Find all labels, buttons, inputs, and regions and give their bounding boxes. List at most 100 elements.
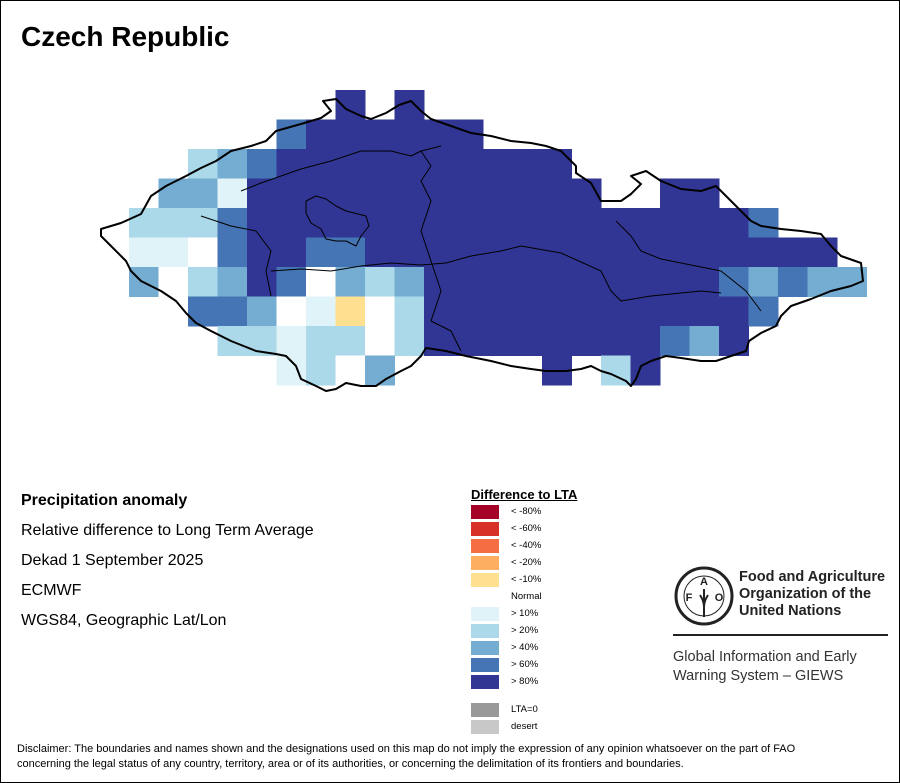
- disclaimer-line: concerning the legal status of any count…: [17, 758, 684, 770]
- grid-cell: [335, 296, 366, 327]
- grid-cell: [424, 267, 454, 297]
- grid-cell: [512, 237, 543, 268]
- grid-cell: [276, 178, 307, 209]
- grid-cell: [188, 178, 218, 209]
- legend-label: < -40%: [511, 540, 542, 551]
- grid-cell: [483, 296, 513, 327]
- legend-swatch: [471, 658, 499, 672]
- grid-cell: [689, 178, 720, 209]
- grid-cell: [571, 326, 602, 356]
- legend-label: < -20%: [511, 557, 542, 568]
- fao-name-line: Organization of the: [739, 586, 872, 602]
- legend-label: < -10%: [511, 574, 542, 585]
- grid-cell: [660, 237, 690, 268]
- region-border: [270, 245, 722, 302]
- info-line: Dekad 1 September 2025: [21, 552, 204, 569]
- country-border: [100, 98, 864, 392]
- grid-cell: [394, 237, 425, 268]
- disclaimer-line: Disclaimer: The boundaries and names sho…: [17, 743, 796, 755]
- grid-cell: [158, 178, 189, 209]
- grid-cell: [601, 326, 631, 356]
- grid-cell: [483, 267, 513, 297]
- grid-cell: [394, 149, 425, 179]
- region-border: [305, 195, 370, 247]
- region-border: [615, 220, 762, 312]
- grid-cell: [453, 267, 484, 297]
- grid-cell: [306, 119, 336, 150]
- grid-cell: [807, 267, 838, 297]
- grid-cell: [542, 208, 572, 238]
- grid-cell: [306, 267, 336, 297]
- info-line: Relative difference to Long Term Average: [21, 522, 314, 539]
- legend-swatch: [471, 624, 499, 638]
- giews-name: Global Information and Early Warning Sys…: [673, 648, 857, 686]
- grid-cell: [660, 326, 690, 356]
- grid-cell: [483, 149, 513, 179]
- grid-cell: [394, 178, 425, 209]
- divider: [673, 634, 888, 636]
- grid-cell: [512, 178, 543, 209]
- grid-cell: [719, 237, 749, 268]
- grid-cell: [188, 208, 218, 238]
- grid-cell: [542, 178, 572, 209]
- grid-cell: [542, 326, 572, 356]
- grid-cell: [571, 208, 602, 238]
- anomaly-grid: [129, 90, 867, 386]
- grid-cell: [483, 178, 513, 209]
- legend-label: < -60%: [511, 523, 542, 534]
- grid-cell: [778, 237, 808, 268]
- legend-swatch: [471, 720, 499, 734]
- grid-cell: [217, 149, 248, 179]
- grid-cell: [689, 296, 720, 327]
- grid-cell: [217, 178, 248, 209]
- grid-cell: [276, 237, 307, 268]
- grid-cell: [365, 296, 395, 327]
- legend-swatch: [471, 505, 499, 519]
- grid-cell: [247, 267, 277, 297]
- legend-swatch: [471, 522, 499, 536]
- grid-cell: [424, 178, 454, 209]
- grid-cell: [453, 149, 484, 179]
- grid-cell: [335, 208, 366, 238]
- grid-cell: [365, 326, 395, 356]
- grid-cell: [453, 237, 484, 268]
- grid-cell: [306, 296, 336, 327]
- grid-cell: [601, 267, 631, 297]
- grid-cell: [748, 267, 779, 297]
- grid-cell: [306, 326, 336, 356]
- grid-cell: [512, 326, 543, 356]
- grid-cell: [689, 326, 720, 356]
- grid-cell: [188, 296, 218, 327]
- legend-swatch: [471, 675, 499, 689]
- grid-cell: [424, 296, 454, 327]
- fao-name: Food and Agriculture Organization of the…: [739, 569, 885, 620]
- grid-cell: [719, 208, 749, 238]
- grid-cell: [483, 208, 513, 238]
- fao-name-line: Food and Agriculture: [739, 569, 886, 585]
- legend-swatch: [471, 607, 499, 621]
- grid-cell: [247, 178, 277, 209]
- region-border: [420, 150, 462, 352]
- grid-cell: [483, 237, 513, 268]
- grid-cell: [424, 149, 454, 179]
- grid-cell: [542, 296, 572, 327]
- legend-label: < -80%: [511, 506, 542, 517]
- giews-line: Global Information and Early: [673, 649, 857, 665]
- grid-cell: [512, 208, 543, 238]
- grid-cell: [660, 267, 690, 297]
- grid-cell: [601, 208, 631, 238]
- grid-cell: [129, 208, 159, 238]
- info-line: ECMWF: [21, 582, 82, 599]
- grid-cell: [306, 237, 336, 268]
- disclaimer: Disclaimer: The boundaries and names sho…: [17, 742, 887, 772]
- grid-cell: [689, 237, 720, 268]
- grid-cell: [217, 296, 248, 327]
- svg-text:O: O: [715, 592, 724, 604]
- grid-cell: [394, 326, 425, 356]
- legend-label: > 10%: [511, 608, 539, 619]
- grid-cell: [365, 208, 395, 238]
- legend-label: > 60%: [511, 659, 539, 670]
- legend-label: > 20%: [511, 625, 539, 636]
- grid-cell: [660, 296, 690, 327]
- legend-swatch: [471, 556, 499, 570]
